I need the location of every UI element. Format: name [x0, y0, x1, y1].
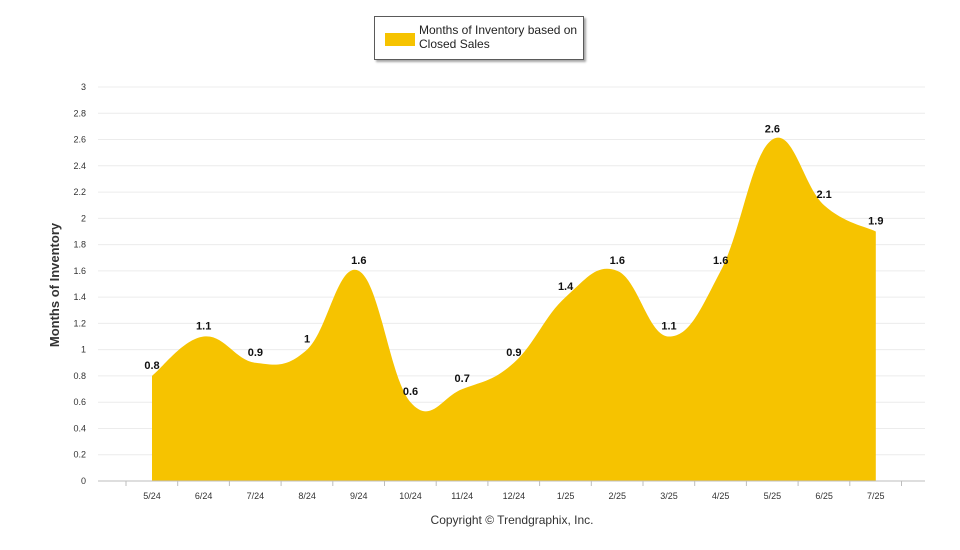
- x-tick-label: 4/25: [712, 491, 730, 501]
- data-label: 2.6: [765, 124, 780, 136]
- data-label: 1.1: [661, 321, 676, 333]
- y-tick-label: 1.4: [73, 292, 86, 302]
- y-tick-label: 0.2: [73, 450, 86, 460]
- data-label: 1.4: [558, 281, 574, 293]
- y-axis-label: Months of Inventory: [47, 222, 62, 347]
- x-tick-label: 12/24: [503, 491, 526, 501]
- y-axis-ticks: 0 0.2 0.4 0.6 0.8 1 1.2 1.4 1.6 1.8 2 2.2 2.4 2.6 2.8 3: [73, 82, 86, 486]
- data-label: 1.6: [713, 255, 728, 267]
- y-tick-label: 0.8: [73, 371, 86, 381]
- y-tick-label: 3: [81, 82, 86, 92]
- x-tick-label: 6/25: [815, 491, 833, 501]
- x-tick-label: 8/24: [298, 491, 316, 501]
- x-tick-label: 1/25: [557, 491, 575, 501]
- y-tick-label: 0.4: [73, 423, 86, 433]
- data-label: 0.9: [248, 347, 263, 359]
- data-label: 0.7: [455, 373, 470, 385]
- y-tick-label: 0: [81, 476, 86, 486]
- x-tick-label: 5/24: [143, 491, 161, 501]
- y-tick-label: 0.6: [73, 397, 86, 407]
- data-label: 1: [304, 334, 310, 346]
- data-label: 1.6: [610, 255, 625, 267]
- data-label: 0.9: [506, 347, 521, 359]
- data-label: 1.1: [196, 321, 211, 333]
- y-tick-label: 2.2: [73, 187, 86, 197]
- legend: Months of Inventory based on Closed Sale…: [374, 16, 584, 60]
- data-label: 1.9: [868, 215, 883, 227]
- y-tick-label: 1: [81, 345, 86, 355]
- data-labels: 0.8 1.1 0.9 1 1.6 0.6 0.7 0.9 1.4 1.6 1.1 1.6 2.6 2.1…: [144, 124, 883, 399]
- area-series: [152, 137, 876, 481]
- y-tick-label: 1.2: [73, 318, 86, 328]
- y-tick-label: 1.8: [73, 240, 86, 250]
- x-tick-label: 2/25: [609, 491, 627, 501]
- data-label: 0.8: [144, 360, 159, 372]
- y-tick-label: 2.8: [73, 108, 86, 118]
- y-tick-label: 1.6: [73, 266, 86, 276]
- x-tick-label: 9/24: [350, 491, 368, 501]
- x-tick-label: 7/24: [247, 491, 265, 501]
- data-label: 2.1: [816, 189, 831, 201]
- copyright-text: Copyright © Trendgraphix, Inc.: [430, 513, 594, 527]
- data-label: 0.6: [403, 386, 418, 398]
- legend-label: Months of Inventory based on Closed Sale…: [419, 23, 578, 51]
- x-tick-label: 11/24: [451, 491, 473, 501]
- x-tick-label: 10/24: [399, 491, 422, 501]
- y-tick-label: 2.6: [73, 135, 86, 145]
- x-tick-label: 6/24: [195, 491, 213, 501]
- x-axis: 5/24 6/24 7/24 8/24 9/24 10/24 11/24 12/24 1/25 2…: [98, 480, 925, 501]
- legend-swatch: [385, 33, 415, 46]
- data-label: 1.6: [351, 255, 366, 267]
- y-tick-label: 2: [81, 213, 86, 223]
- area-fill: [152, 137, 876, 481]
- y-tick-label: 2.4: [73, 161, 86, 171]
- x-tick-label: 7/25: [867, 491, 885, 501]
- x-tick-label: 3/25: [660, 491, 678, 501]
- x-tick-label: 5/25: [764, 491, 782, 501]
